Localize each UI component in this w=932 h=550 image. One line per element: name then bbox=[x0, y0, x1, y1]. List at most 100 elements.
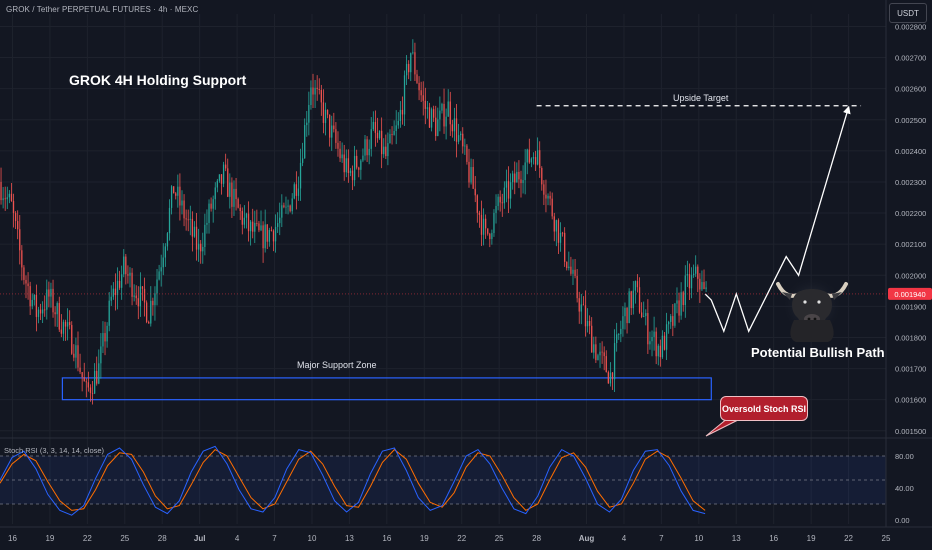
candle-body bbox=[389, 134, 391, 144]
candle-body bbox=[345, 158, 347, 173]
candle-body bbox=[295, 184, 298, 196]
candle-body bbox=[104, 333, 106, 342]
candle-body bbox=[624, 307, 626, 317]
time-tick-label: 10 bbox=[308, 534, 317, 543]
candle-body bbox=[595, 344, 597, 361]
candle-body bbox=[287, 205, 289, 207]
candle-body bbox=[216, 180, 218, 188]
currency-selector[interactable]: USDT bbox=[889, 3, 927, 23]
candle-body bbox=[634, 281, 637, 291]
candle-body bbox=[277, 223, 279, 227]
candle-body bbox=[162, 257, 164, 268]
candle-body bbox=[520, 179, 522, 184]
candle-body bbox=[177, 186, 179, 196]
candle-body bbox=[266, 224, 268, 242]
candle-body bbox=[301, 158, 304, 163]
candle-body bbox=[270, 230, 273, 231]
candle-body bbox=[66, 322, 69, 327]
candle-body bbox=[48, 289, 50, 297]
candle-body bbox=[607, 372, 609, 384]
candle-body bbox=[647, 313, 649, 345]
candle-body bbox=[154, 293, 156, 306]
candle-body bbox=[580, 304, 582, 312]
candle-body bbox=[376, 132, 379, 139]
candle-body bbox=[173, 186, 175, 194]
candle-body bbox=[237, 199, 239, 208]
candle-body bbox=[576, 275, 578, 299]
time-tick-label: 25 bbox=[882, 534, 891, 543]
candle-body bbox=[611, 372, 614, 380]
candle-body bbox=[381, 130, 383, 155]
time-tick-label: 7 bbox=[659, 534, 664, 543]
candle-body bbox=[441, 103, 443, 111]
candle-body bbox=[141, 286, 144, 289]
time-tick-label: 19 bbox=[45, 534, 54, 543]
candle-body bbox=[329, 114, 331, 138]
candle-body bbox=[293, 184, 295, 199]
candle-body bbox=[268, 230, 270, 242]
candle-body bbox=[582, 304, 585, 306]
rsi-tick-label: 0.00 bbox=[895, 516, 910, 525]
candle-body bbox=[129, 272, 131, 276]
candle-body bbox=[383, 146, 385, 155]
upside-target-label: Upside Target bbox=[673, 93, 729, 103]
candle-body bbox=[692, 273, 695, 276]
candle-body bbox=[308, 105, 310, 123]
candle-body bbox=[539, 150, 541, 169]
candle-body bbox=[112, 288, 114, 297]
candle-body bbox=[499, 196, 501, 203]
candle-body bbox=[559, 232, 562, 243]
candle-body bbox=[50, 288, 52, 297]
candle-body bbox=[77, 345, 79, 368]
candle-body bbox=[378, 130, 381, 139]
candle-body bbox=[528, 149, 530, 163]
candle-body bbox=[212, 199, 214, 209]
candle-body bbox=[197, 243, 200, 250]
current-price-label: 0.001940 bbox=[894, 290, 925, 299]
rsi-tick-label: 40.00 bbox=[895, 484, 914, 493]
candle-body bbox=[464, 145, 466, 147]
candle-body bbox=[102, 333, 104, 347]
candle-body bbox=[451, 124, 454, 132]
candle-body bbox=[549, 195, 551, 199]
time-tick-label: 16 bbox=[8, 534, 17, 543]
candle-body bbox=[613, 343, 616, 380]
candle-body bbox=[474, 188, 476, 196]
candle-body bbox=[395, 125, 397, 131]
candle-body bbox=[145, 302, 148, 322]
candle-body bbox=[564, 232, 566, 262]
candle-body bbox=[62, 321, 65, 334]
candle-body bbox=[674, 303, 676, 326]
candle-body bbox=[160, 267, 162, 272]
price-tick-label: 0.002500 bbox=[895, 116, 926, 125]
candle-body bbox=[512, 173, 514, 183]
candle-body bbox=[233, 188, 235, 207]
candle-body bbox=[534, 157, 537, 165]
price-tick-label: 0.001600 bbox=[895, 396, 926, 405]
candle-body bbox=[314, 87, 316, 95]
candle-body bbox=[632, 290, 634, 309]
candle-body bbox=[121, 274, 123, 288]
candle-body bbox=[87, 382, 90, 388]
candle-body bbox=[150, 300, 152, 324]
time-tick-label: 25 bbox=[495, 534, 504, 543]
candle-body bbox=[424, 100, 426, 109]
candle-body bbox=[597, 355, 599, 361]
price-tick-label: 0.002800 bbox=[895, 22, 926, 31]
candle-body bbox=[125, 256, 127, 275]
candle-body bbox=[258, 223, 260, 231]
projected-bullish-path bbox=[704, 105, 851, 334]
candle-body bbox=[12, 201, 15, 214]
time-tick-label: Aug bbox=[579, 534, 595, 543]
candle-body bbox=[335, 129, 337, 143]
candle-body bbox=[405, 63, 408, 76]
candle-body bbox=[33, 294, 35, 300]
time-tick-label: 16 bbox=[382, 534, 391, 543]
candle-body bbox=[416, 74, 418, 83]
candle-body bbox=[701, 282, 703, 290]
candle-body bbox=[399, 109, 402, 121]
candle-body bbox=[52, 288, 54, 313]
support-zone-box bbox=[61, 377, 712, 401]
candle-body bbox=[106, 325, 108, 342]
